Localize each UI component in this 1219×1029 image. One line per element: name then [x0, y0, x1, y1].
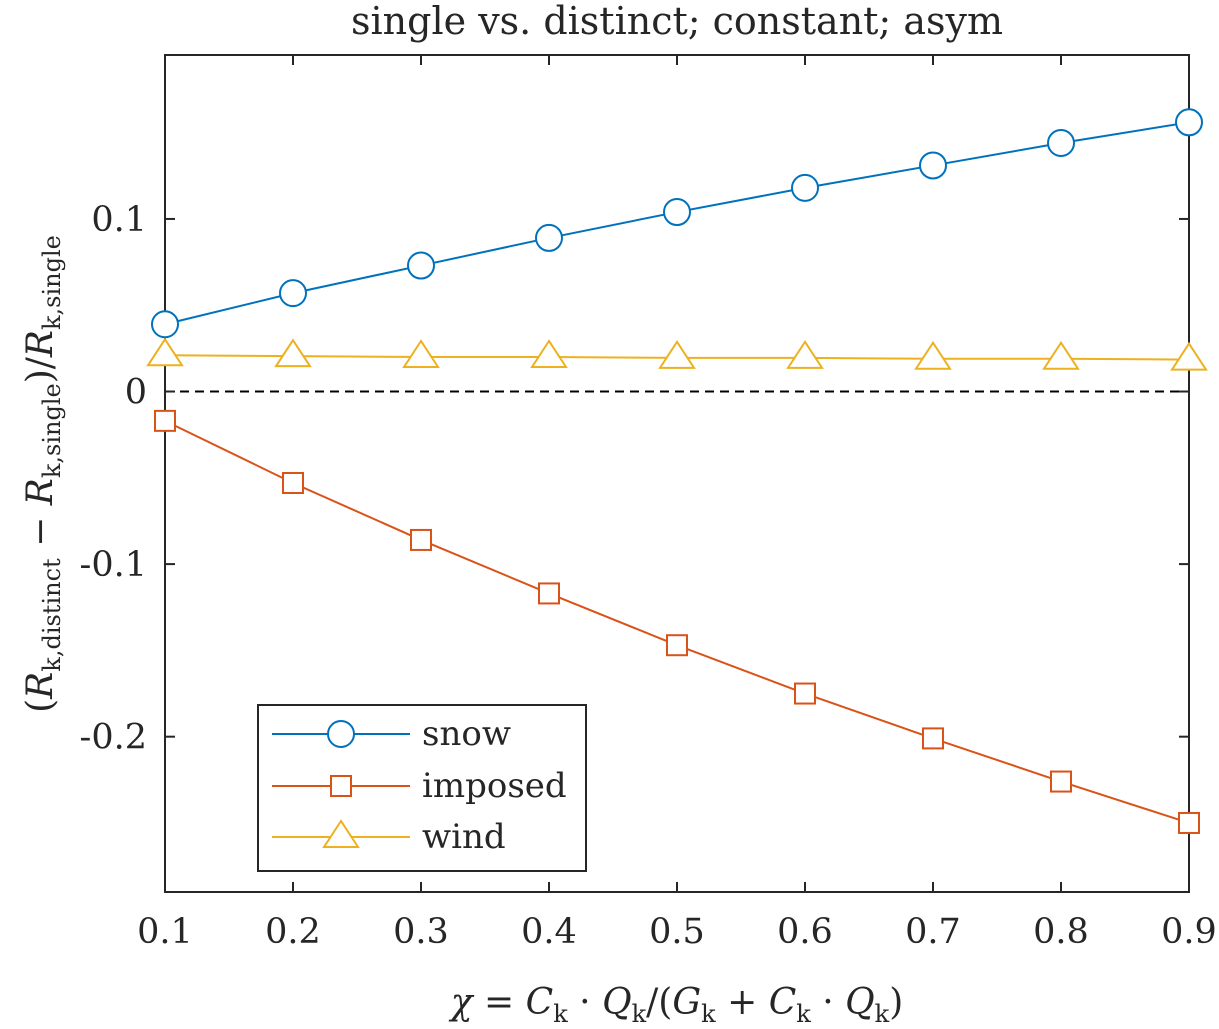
x-tick-label: 0.8: [1033, 912, 1089, 952]
series-wind: [146, 337, 1208, 371]
data-point-snow: [1175, 108, 1203, 137]
legend-entry-imposed: imposed: [272, 766, 567, 806]
data-point-imposed: [922, 727, 944, 750]
data-point-snow: [663, 198, 691, 227]
data-point-wind: [914, 340, 952, 370]
data-point-imposed: [794, 682, 816, 705]
data-point-wind: [530, 339, 568, 369]
data-point-snow: [1047, 129, 1075, 158]
data-point-snow: [791, 173, 819, 202]
data-point-snow: [919, 151, 947, 180]
x-tick-label: 0.6: [777, 912, 833, 952]
y-axis-label: (Rk,distinct − Rk,single)/Rk,single: [20, 235, 66, 713]
y-tick-label: 0.1: [91, 200, 147, 240]
x-tick-label: 0.7: [905, 912, 961, 952]
chart-title: single vs. distinct; constant; asym: [351, 0, 1003, 43]
legend-entry-wind: wind: [272, 817, 506, 857]
x-tick-label: 0.1: [137, 912, 193, 952]
series-layer: [146, 108, 1208, 834]
data-point-snow: [407, 251, 435, 280]
legend: snow imposed wind: [257, 704, 587, 872]
data-point-wind: [786, 340, 824, 369]
x-tick-label: 0.5: [649, 912, 705, 952]
axis-ticks: 0.1 0.2 0.3 0.4 0.5 0.6 0.7 0.8 0.9 0.1 0 -0.1 -0.2: [80, 55, 1217, 952]
data-point-imposed: [282, 471, 304, 494]
data-point-snow: [151, 310, 179, 339]
x-tick-label: 0.9: [1161, 912, 1217, 952]
legend-label-snow: snow: [422, 714, 511, 754]
y-tick-label: -0.2: [80, 718, 148, 758]
data-point-wind: [1042, 340, 1080, 370]
legend-box: [257, 704, 587, 872]
legend-entry-snow: snow: [272, 714, 511, 754]
x-tick-label: 0.2: [265, 912, 321, 952]
data-point-imposed: [154, 409, 176, 432]
legend-label-imposed: imposed: [422, 766, 567, 806]
data-point-wind: [146, 337, 184, 367]
data-point-snow: [279, 279, 307, 308]
x-tick-label: 0.3: [393, 912, 449, 952]
y-tick-label: 0: [125, 373, 147, 413]
data-point-wind: [658, 340, 696, 369]
data-point-imposed: [410, 528, 432, 551]
data-point-snow: [535, 223, 563, 252]
legend-marker-snow: [327, 720, 355, 748]
y-tick-label: -0.1: [80, 545, 148, 585]
data-point-wind: [274, 338, 312, 368]
legend-marker-wind: [322, 819, 360, 848]
x-axis-label: χ = Ck · Qk/(Gk + Ck · Qk): [448, 982, 904, 1028]
legend-marker-imposed: [330, 775, 352, 797]
data-point-imposed: [1050, 770, 1072, 793]
data-point-imposed: [666, 634, 688, 657]
data-point-imposed: [1178, 811, 1200, 834]
series-snow: [151, 108, 1203, 339]
series-imposed: [154, 409, 1200, 834]
data-point-wind: [1170, 341, 1208, 371]
legend-label-wind: wind: [422, 817, 506, 857]
data-point-wind: [402, 339, 440, 369]
data-point-imposed: [538, 582, 560, 605]
x-tick-label: 0.4: [521, 912, 577, 952]
